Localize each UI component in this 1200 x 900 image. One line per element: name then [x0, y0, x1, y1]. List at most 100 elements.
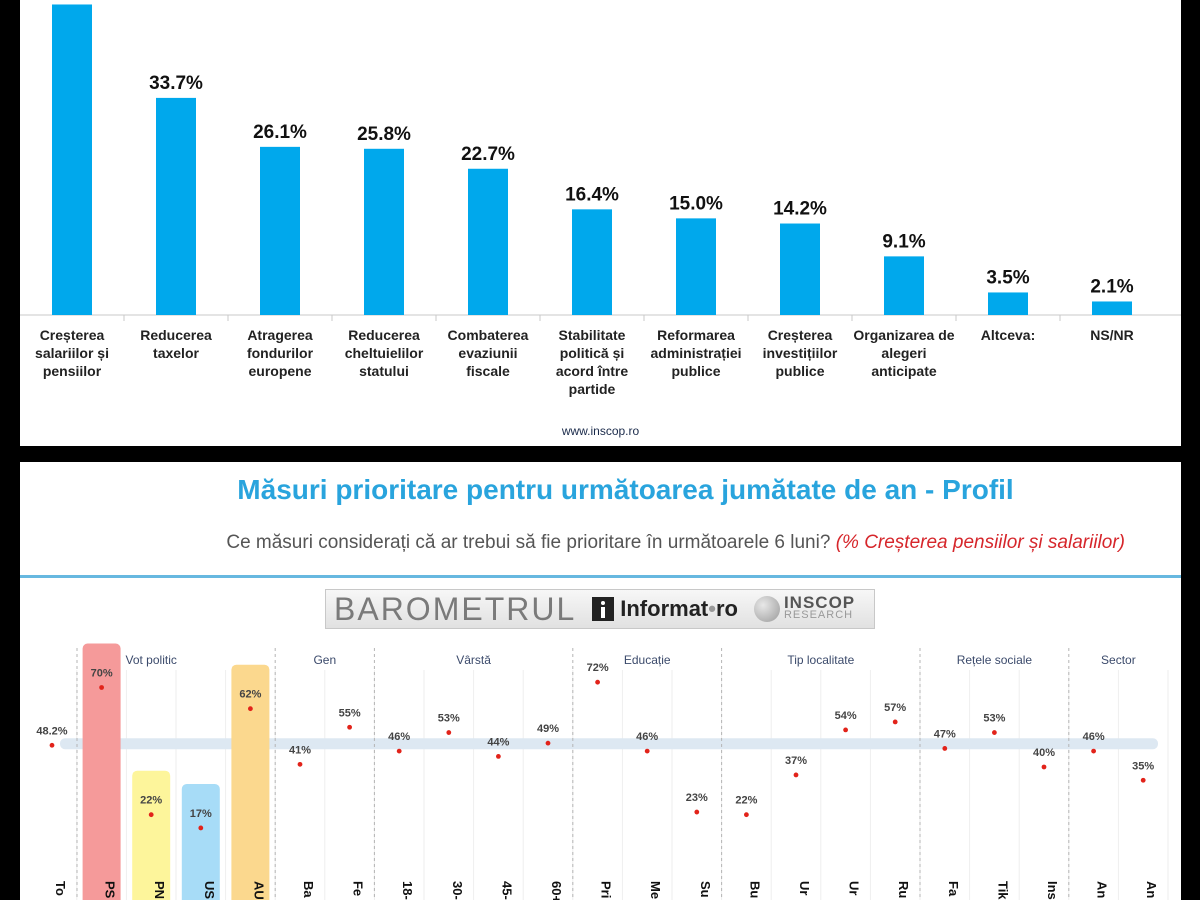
x-tick-label: administrației	[650, 345, 741, 361]
category-label: PN	[152, 881, 167, 899]
data-label: 57%	[884, 702, 906, 714]
bar	[52, 4, 92, 315]
x-tick-label: Reducerea	[348, 327, 420, 343]
data-label: 54%	[835, 710, 857, 722]
highlight-bar	[181, 783, 220, 900]
bar-value-label: 26.1%	[253, 122, 307, 143]
bar-value-label: 25.8%	[357, 124, 411, 145]
data-label: 53%	[983, 713, 1005, 725]
data-label: 62%	[239, 689, 261, 701]
category-label: 18-	[400, 881, 415, 900]
data-label: 53%	[438, 713, 460, 725]
reference-band	[60, 738, 1158, 750]
data-point	[297, 761, 303, 767]
data-point	[892, 719, 898, 725]
data-label: 44%	[487, 736, 509, 748]
data-label: 49%	[537, 723, 559, 735]
data-label: 40%	[1033, 747, 1055, 759]
x-tick-label: salariilor și	[35, 345, 109, 361]
category-label: Fa	[946, 881, 961, 897]
profile-subtitle: Ce măsuri considerați că ar trebui să fi…	[226, 532, 1125, 554]
x-tick-label: Organizarea de	[853, 327, 954, 343]
bar	[260, 146, 300, 315]
category-label: Fe	[351, 881, 366, 896]
highlight-bar	[132, 770, 171, 900]
bar	[884, 256, 924, 315]
category-label: 60+	[549, 881, 564, 900]
category-label: An	[1144, 881, 1159, 898]
data-point	[843, 727, 848, 733]
header-divider	[20, 575, 1181, 578]
data-point	[1041, 764, 1047, 770]
data-point	[396, 748, 402, 754]
bar-value-label: 2.1%	[1090, 276, 1133, 297]
data-point	[148, 812, 154, 818]
category-label: AU	[251, 881, 266, 900]
bar-value-label: 33.7%	[149, 73, 203, 94]
group-label: Educație	[624, 653, 671, 667]
category-label: 45-	[499, 881, 514, 900]
data-label: 72%	[587, 662, 609, 674]
bar-value-label: 9.1%	[882, 231, 925, 252]
data-point	[99, 685, 104, 690]
x-tick-label: anticipate	[871, 363, 937, 379]
informat-text: Informat	[620, 596, 709, 621]
bar	[156, 97, 196, 316]
x-tick-label: Creșterea	[40, 327, 105, 343]
x-tick-label: Atragerea	[247, 327, 313, 343]
category-label: Bu	[747, 881, 762, 898]
group-label: Vârstă	[456, 653, 491, 667]
data-label: 48.2%	[36, 725, 67, 737]
bar	[1092, 301, 1132, 315]
category-label: Ur	[847, 881, 862, 895]
category-label: 30-	[450, 881, 465, 900]
data-point	[198, 825, 204, 831]
bar	[572, 209, 612, 315]
data-point	[992, 730, 997, 735]
informat-suffix: ro	[715, 596, 738, 621]
x-tick-label: cheltuielilor	[345, 345, 424, 361]
x-tick-label: alegeri	[881, 345, 926, 361]
profile-title: Măsuri prioritare pentru următoarea jumă…	[237, 474, 1014, 505]
group-label: Gen	[313, 653, 336, 667]
info-icon	[592, 597, 615, 621]
group-label: Vot politic	[126, 653, 177, 667]
category-label: Ba	[301, 881, 316, 898]
data-point	[545, 740, 551, 746]
x-tick-label: investițiilor	[763, 345, 838, 361]
data-label: 47%	[934, 728, 956, 740]
group-label: Tip localitate	[787, 653, 854, 667]
data-label: 35%	[1132, 760, 1154, 772]
data-label: 22%	[140, 795, 162, 807]
category-label: An	[1095, 881, 1110, 898]
x-tick-label: statului	[359, 363, 409, 379]
data-label: 46%	[388, 731, 410, 743]
x-tick-label: taxelor	[153, 345, 199, 361]
category-label: Ins	[1045, 881, 1060, 900]
bar-value-label: 3.5%	[986, 267, 1029, 288]
data-point	[446, 730, 452, 735]
barometrul-logo: BAROMETRUL Informat•ro INSCOP RESEARCH	[325, 589, 875, 629]
category-label: Ur	[797, 881, 812, 895]
data-point	[942, 746, 948, 751]
data-label: 23%	[686, 792, 708, 804]
data-point	[694, 809, 700, 815]
x-tick-label: Reformarea	[657, 327, 735, 343]
x-tick-label: Creșterea	[768, 327, 833, 343]
data-point	[49, 742, 55, 748]
x-tick-label: Altceva:	[981, 327, 1035, 343]
bar-value-label: 22.7%	[461, 144, 515, 165]
highlight-bar	[82, 643, 121, 900]
data-point	[793, 772, 799, 778]
x-tick-label: NS/NR	[1090, 327, 1134, 343]
x-tick-label: partide	[569, 381, 616, 397]
data-label: 22%	[735, 795, 757, 807]
data-label: 46%	[636, 731, 658, 743]
group-label: Rețele sociale	[957, 653, 1033, 667]
globe-icon	[753, 596, 780, 622]
inscop-wordmark: INSCOP RESEARCH	[784, 594, 855, 622]
bar-value-label: 15.0%	[669, 193, 723, 214]
bar-value-label: 16.4%	[565, 184, 619, 205]
category-label: PS	[103, 881, 118, 899]
